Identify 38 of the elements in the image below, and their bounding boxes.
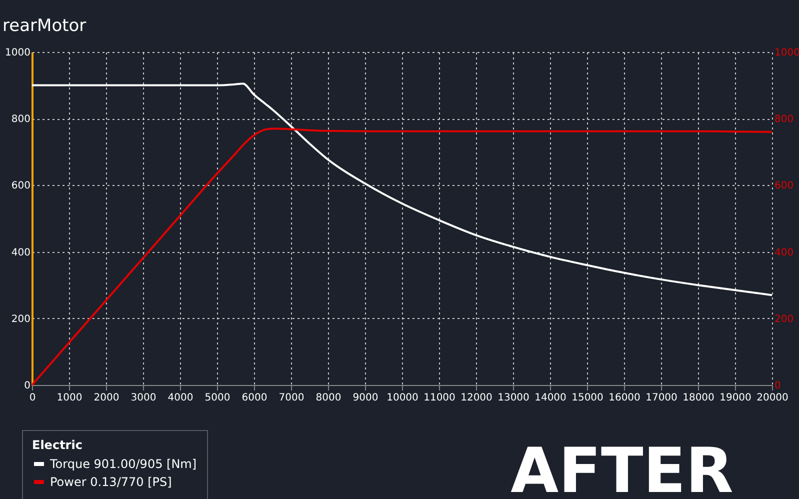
legend-title: Electric [32, 438, 82, 452]
y-tick-label: 200 [11, 314, 30, 325]
x-tick-label: 6000 [242, 392, 268, 404]
x-tick-label: 5000 [204, 392, 230, 404]
x-tick-label: 7000 [278, 392, 304, 404]
y-tick-label: 800 [11, 114, 30, 126]
x-tick-label: 18000 [682, 392, 714, 404]
y2-tick-label: 1000 [774, 48, 799, 58]
x-tick-label: 1000 [56, 392, 82, 404]
y-tick-label: 0 [24, 380, 30, 392]
y2-tick-label: 0 [774, 380, 781, 392]
x-tick-label: 15000 [572, 392, 604, 404]
x-tick-label: 9000 [352, 392, 378, 404]
line-series [31, 82, 773, 296]
x-tick-label: 16000 [608, 392, 640, 404]
y-tick-label: 600 [11, 180, 30, 192]
x-tick-label: 2000 [94, 392, 120, 404]
y2-tick-label: 800 [774, 114, 794, 126]
x-tick-label: 19000 [720, 392, 752, 404]
y2-tick-label: 200 [774, 314, 794, 325]
x-tick-label: 8000 [316, 392, 342, 404]
x-tick-label: 3000 [130, 392, 156, 404]
x-tick-label: 11000 [424, 392, 456, 404]
text: AFTER [510, 434, 734, 499]
x-tick-label: 17000 [646, 392, 678, 404]
x-tick-label: 13000 [498, 392, 530, 404]
x-tick-label: 4000 [168, 392, 194, 404]
y2-tick-label: 600 [774, 180, 794, 192]
y-tick-label: 400 [11, 247, 30, 258]
legend-label: Torque 901.00/905 [Nm] [49, 457, 197, 471]
chart-title: rearMotor [2, 16, 86, 36]
legend-label: Power 0.13/770 [PS] [50, 475, 172, 489]
x-tick-label: 10000 [386, 392, 418, 404]
x-tick-label: 14000 [534, 392, 566, 404]
x-tick-label: 20000 [756, 392, 788, 404]
y2-tick-label: 400 [774, 247, 794, 258]
x-tick-label: 12000 [460, 392, 492, 404]
y-tick-label: 1000 [5, 48, 30, 58]
